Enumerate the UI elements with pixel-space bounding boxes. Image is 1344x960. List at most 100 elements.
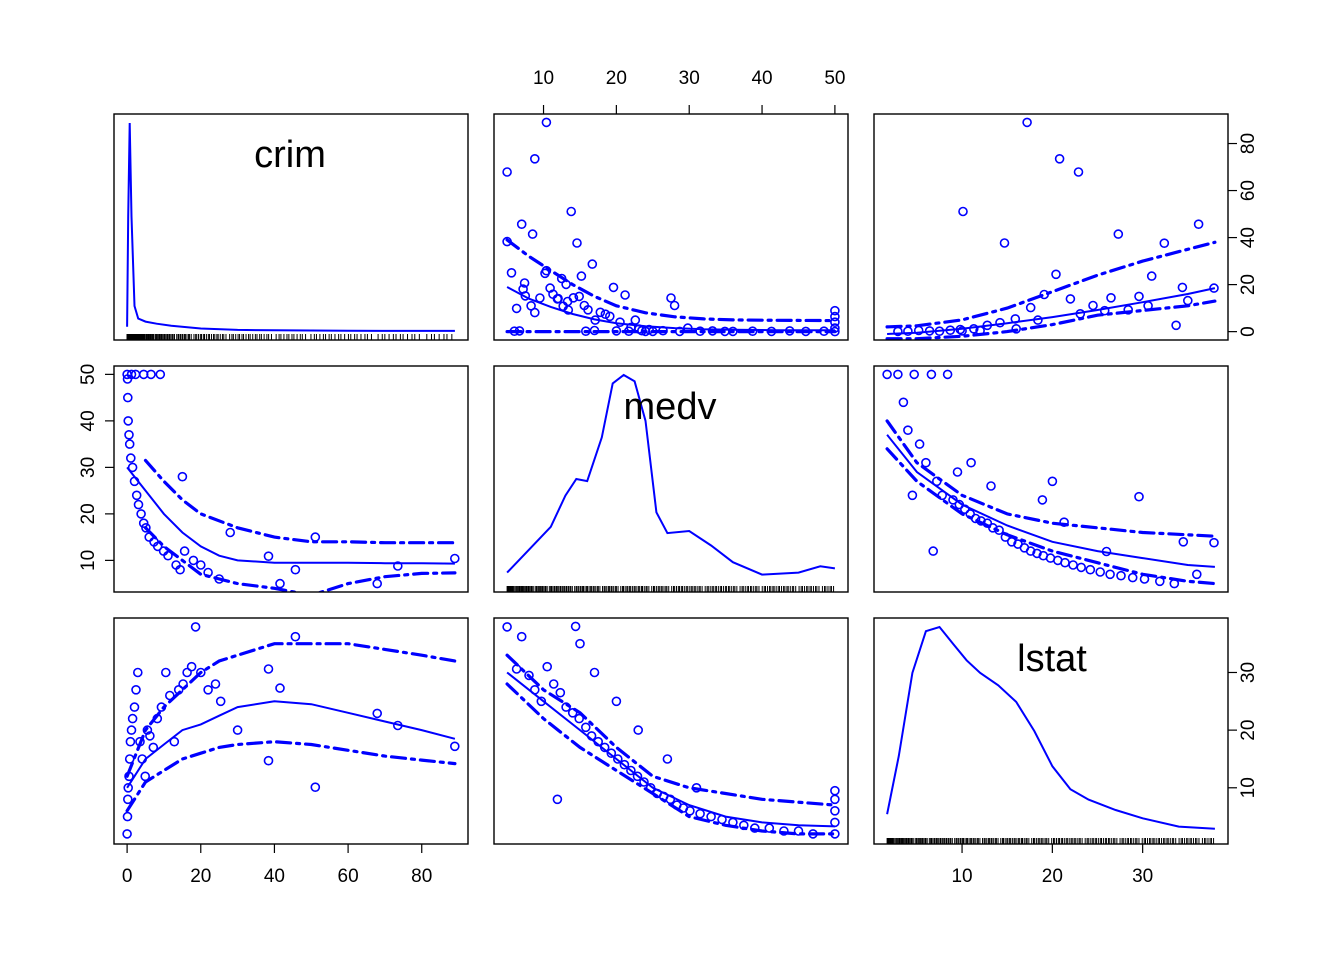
data-point bbox=[536, 696, 547, 707]
data-point bbox=[662, 754, 673, 764]
panel-frame bbox=[493, 365, 849, 593]
upper-spread-line bbox=[885, 419, 1217, 538]
upper-spread-line bbox=[125, 642, 457, 778]
data-point bbox=[958, 206, 968, 217]
data-point bbox=[141, 522, 151, 533]
lower-spread-line bbox=[885, 447, 1217, 586]
data-point bbox=[604, 311, 615, 322]
loess-fit bbox=[126, 700, 456, 789]
data-point bbox=[131, 490, 142, 501]
data-point bbox=[898, 397, 909, 408]
data-point bbox=[163, 550, 173, 561]
data-point bbox=[1076, 562, 1086, 573]
tick-label-left-medv: 10 bbox=[78, 550, 99, 571]
data-point bbox=[131, 684, 141, 695]
data-point bbox=[615, 317, 625, 328]
tick-label-right-lstat: 30 bbox=[1238, 662, 1259, 683]
data-point bbox=[630, 315, 641, 325]
tick-label-right-lstat: 10 bbox=[1238, 777, 1259, 798]
data-point bbox=[125, 736, 136, 747]
data-point bbox=[1209, 283, 1219, 293]
data-point bbox=[830, 817, 840, 828]
data-point bbox=[188, 555, 199, 566]
data-point bbox=[145, 731, 155, 741]
loess-fit bbox=[506, 286, 835, 332]
panel-frame bbox=[113, 113, 469, 341]
data-point bbox=[1113, 229, 1124, 239]
density-curve-medv bbox=[506, 373, 836, 576]
data-point bbox=[372, 708, 383, 719]
data-point bbox=[1047, 476, 1058, 487]
data-point bbox=[123, 392, 133, 403]
data-point bbox=[1183, 295, 1193, 306]
lower-spread-line bbox=[143, 526, 457, 592]
data-point bbox=[1073, 167, 1084, 177]
tick-label-bottom-lstat: 10 bbox=[951, 866, 972, 887]
tick-label-bottom-lstat: 30 bbox=[1132, 866, 1153, 887]
tick-label-right-crim: 20 bbox=[1238, 274, 1259, 295]
data-point bbox=[511, 303, 522, 314]
data-point bbox=[392, 561, 403, 571]
data-point bbox=[1065, 294, 1076, 304]
tick-label-right-lstat: 20 bbox=[1238, 720, 1259, 741]
data-point bbox=[926, 369, 937, 380]
data-point bbox=[152, 541, 163, 552]
tick-label-top-medv: 40 bbox=[751, 68, 772, 89]
data-point bbox=[611, 326, 622, 336]
data-point bbox=[999, 238, 1010, 248]
data-point bbox=[1178, 536, 1189, 547]
data-point bbox=[583, 304, 593, 315]
data-point bbox=[986, 481, 996, 491]
data-point bbox=[903, 425, 913, 436]
data-point bbox=[928, 546, 939, 556]
panel-frame bbox=[113, 617, 469, 845]
data-point bbox=[527, 229, 538, 239]
data-point bbox=[1134, 491, 1144, 502]
lower-spread-line bbox=[505, 682, 837, 836]
data-point bbox=[290, 564, 301, 575]
data-point bbox=[196, 560, 206, 570]
tick-label-bottom-crim: 20 bbox=[190, 866, 211, 887]
data-point bbox=[632, 771, 643, 782]
density-panel-crim bbox=[126, 122, 455, 340]
data-point bbox=[1037, 495, 1048, 505]
data-point bbox=[555, 687, 566, 698]
scatter-panel-medv-vs-crim bbox=[122, 369, 460, 592]
data-point bbox=[1116, 570, 1126, 581]
data-point bbox=[830, 794, 840, 805]
data-point bbox=[263, 551, 274, 562]
data-point bbox=[175, 564, 185, 575]
rug-medv bbox=[506, 586, 835, 592]
density-curve-crim bbox=[126, 122, 455, 332]
tick-label-left-medv: 40 bbox=[78, 410, 99, 431]
data-point bbox=[568, 292, 579, 303]
upper-spread-line bbox=[505, 238, 837, 323]
tick-label-bottom-crim: 60 bbox=[338, 866, 359, 887]
data-point bbox=[161, 667, 171, 678]
data-point bbox=[124, 429, 134, 440]
data-point bbox=[210, 679, 221, 689]
data-point bbox=[541, 117, 552, 128]
data-point bbox=[563, 305, 574, 315]
data-point bbox=[606, 748, 617, 759]
tick-label-right-crim: 0 bbox=[1238, 326, 1259, 337]
data-point bbox=[779, 826, 789, 836]
data-point bbox=[1177, 282, 1188, 293]
data-point bbox=[123, 782, 133, 793]
data-point bbox=[1054, 154, 1065, 164]
data-point bbox=[567, 707, 578, 718]
scatter-panel-lstat-vs-medv bbox=[502, 621, 840, 839]
data-point bbox=[666, 293, 676, 303]
data-point bbox=[1192, 569, 1202, 580]
data-point bbox=[942, 369, 953, 380]
data-point bbox=[1032, 548, 1042, 559]
data-point bbox=[225, 527, 235, 538]
loess-fit bbox=[126, 466, 455, 565]
data-point bbox=[1134, 291, 1144, 302]
data-point bbox=[749, 823, 760, 833]
data-point bbox=[122, 829, 132, 839]
scatter-panel-crim-vs-medv bbox=[502, 117, 840, 337]
data-point bbox=[124, 439, 135, 449]
upper-spread-line bbox=[143, 458, 457, 545]
data-point bbox=[914, 439, 925, 449]
